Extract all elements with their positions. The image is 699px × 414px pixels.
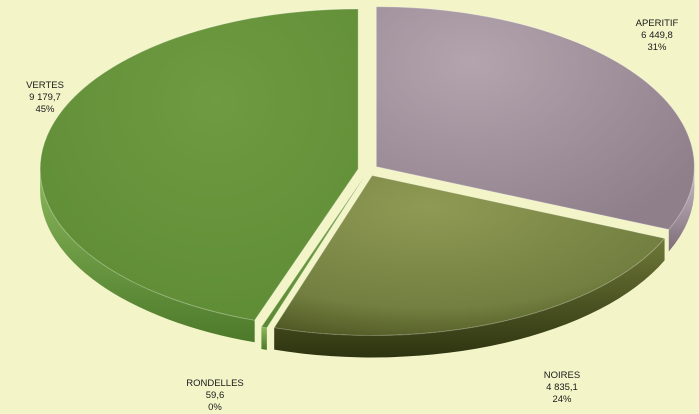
slice-vertes[interactable]: [39, 8, 359, 321]
slice-value: 9 179,7: [29, 92, 61, 103]
slice-label-rondelles: RONDELLES 59,6 0%: [170, 378, 260, 414]
slice-value: 4 835,1: [546, 382, 578, 393]
slice-side-noires: [274, 238, 665, 358]
slice-label: APERITIF: [635, 18, 679, 29]
slice-percent: 45%: [35, 104, 55, 115]
slice-value: 6 449,8: [641, 30, 673, 41]
slice-aperitif[interactable]: [375, 6, 695, 231]
slice-noires[interactable]: [273, 174, 666, 336]
slice-label: NOIRES: [543, 370, 581, 381]
slice-percent: 0%: [208, 402, 222, 413]
slice-rondelles[interactable]: [260, 175, 366, 329]
slice-label-vertes: VERTES 9 179,7 45%: [0, 80, 90, 116]
slice-side-aperitif: [668, 166, 695, 252]
slice-side-vertes: [40, 169, 255, 343]
slice-percent: 24%: [552, 394, 572, 405]
slice-value: 59,6: [205, 390, 225, 401]
slice-label: RONDELLES: [186, 378, 244, 389]
slice-label-noires: NOIRES 4 835,1 24%: [517, 370, 607, 406]
slice-label: VERTES: [26, 80, 64, 91]
slice-label-aperitif: APERITIF 6 449,8 31%: [612, 18, 699, 54]
slice-percent: 31%: [647, 42, 667, 53]
slice-side-rondelles: [261, 326, 267, 350]
